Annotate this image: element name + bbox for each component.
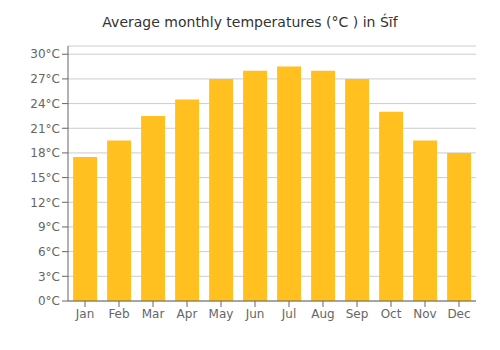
svg-text:3°C: 3°C: [38, 270, 60, 284]
svg-text:9°C: 9°C: [38, 220, 60, 234]
svg-text:0°C: 0°C: [38, 294, 60, 308]
svg-text:Feb: Feb: [108, 307, 129, 321]
svg-text:Mar: Mar: [142, 307, 165, 321]
svg-text:Jul: Jul: [281, 307, 296, 321]
svg-text:May: May: [209, 307, 234, 321]
svg-text:Oct: Oct: [381, 307, 402, 321]
svg-text:21°C: 21°C: [30, 122, 60, 136]
svg-text:15°C: 15°C: [30, 171, 60, 185]
svg-text:Sep: Sep: [346, 307, 369, 321]
svg-text:Jan: Jan: [75, 307, 95, 321]
svg-text:24°C: 24°C: [30, 97, 60, 111]
svg-text:30°C: 30°C: [30, 47, 60, 61]
html-text:Average monthly temperatures (: Average monthly temperatures (°C ) in Śī…: [102, 14, 398, 30]
svg-text:Nov: Nov: [413, 307, 436, 321]
svg-text:Apr: Apr: [177, 307, 198, 321]
svg-text:18°C: 18°C: [30, 146, 60, 160]
svg-text:12°C: 12°C: [30, 196, 60, 210]
svg-text:Aug: Aug: [311, 307, 334, 321]
svg-text:27°C: 27°C: [30, 72, 60, 86]
svg-text:Dec: Dec: [447, 307, 470, 321]
svg-text:Jun: Jun: [245, 307, 265, 321]
svg-text:6°C: 6°C: [38, 245, 60, 259]
